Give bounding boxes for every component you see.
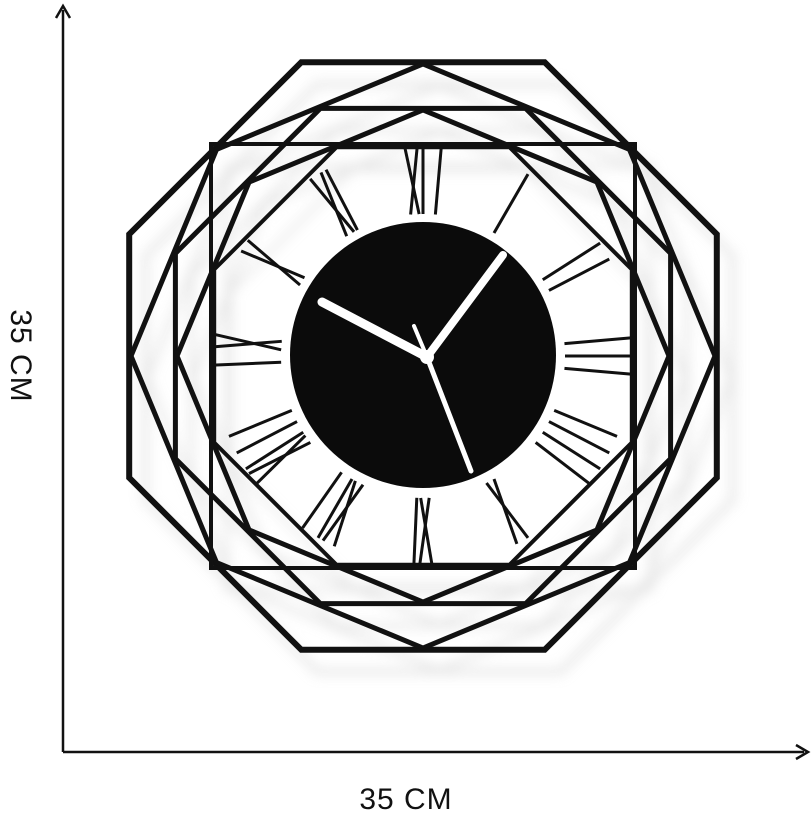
hour-hand xyxy=(317,297,432,362)
height-arrow xyxy=(54,3,72,752)
numeral-2 xyxy=(541,241,610,292)
width-label: 35 CM xyxy=(359,783,453,816)
numeral-1 xyxy=(492,173,530,234)
numeral-8 xyxy=(228,408,312,485)
numeral-9 xyxy=(213,332,282,367)
numeral-4 xyxy=(534,408,618,486)
frame-ring xyxy=(126,59,720,653)
minute-hand xyxy=(423,251,507,361)
hands-pivot xyxy=(420,350,434,364)
frame-ring xyxy=(212,145,634,567)
frame-inner-square xyxy=(209,142,637,570)
frame-ring xyxy=(172,105,674,607)
numeral-10 xyxy=(240,239,306,287)
frame-ring xyxy=(128,61,718,651)
clock-hands-icon xyxy=(317,251,507,474)
height-label: 35 CM xyxy=(4,309,37,403)
numeral-6 xyxy=(412,497,434,567)
frame-ring xyxy=(142,81,736,675)
frame-ring xyxy=(144,83,734,673)
second-hand xyxy=(424,354,474,474)
frame-ring xyxy=(174,107,672,605)
numeral-5 xyxy=(485,478,530,545)
numeral-11 xyxy=(309,169,359,237)
octagon-frame xyxy=(126,59,720,653)
numeral-3 xyxy=(564,336,633,376)
frame-ring xyxy=(228,167,650,589)
width-arrow xyxy=(63,743,811,761)
numeral-7 xyxy=(301,471,365,547)
roman-numerals xyxy=(213,145,633,567)
numeral-12 xyxy=(403,145,443,215)
frame-ring xyxy=(190,129,688,627)
